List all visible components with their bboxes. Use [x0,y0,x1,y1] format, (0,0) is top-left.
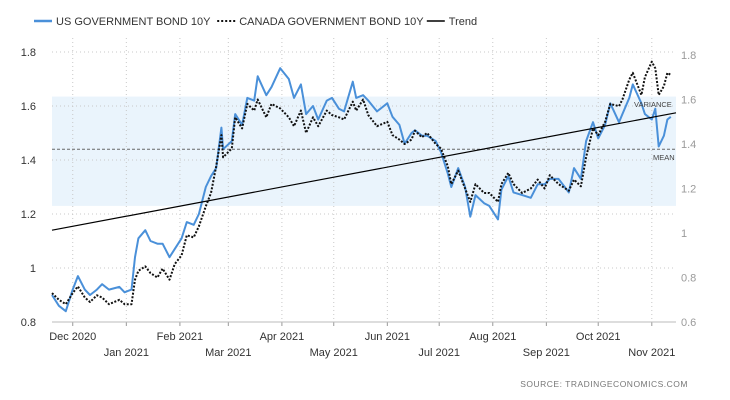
variance-band [52,96,676,206]
x-tick-label: Jul 2021 [418,347,460,359]
x-tick-label: Feb 2021 [157,331,203,343]
x-tick-label: Oct 2021 [576,331,621,343]
grid-layer [52,38,676,323]
x-tick-label: Mar 2021 [205,347,251,359]
x-tick-label: Sep 2021 [523,347,570,359]
axis-layer: 0.8 1 1.2 1.4 1.6 1.8 0.6 0.8 1 1.2 1.4 1.6 1.8 Dec 2… [21,47,697,359]
legend: US GOVERNMENT BOND 10Y CANADA GOVERNMENT … [34,16,477,28]
legend-label-0: US GOVERNMENT BOND 10Y [56,16,211,28]
x-tick-label: Aug 2021 [469,331,516,343]
x-tick-label: Jan 2021 [104,347,149,359]
y-left-tick-label: 1 [30,263,36,275]
variance-band-layer [52,96,676,206]
x-tick-label: Apr 2021 [260,331,305,343]
y-right-tick-label: 1.2 [681,184,696,196]
mean-label: MEAN [653,153,675,162]
y-right-tick-label: 1.4 [681,139,696,151]
y-right-tick-label: 0.6 [681,317,696,329]
variance-label: VARIANCE [634,100,672,109]
x-tick-label: Jun 2021 [365,331,410,343]
y-left-tick-label: 1.4 [21,155,36,167]
y-right-tick-label: 1.6 [681,95,696,107]
x-tick-label: Nov 2021 [628,347,675,359]
y-right-tick-label: 0.8 [681,273,696,285]
x-tick-label: Dec 2020 [49,331,96,343]
canada-bond-line [51,60,672,306]
y-left-tick-label: 1.8 [21,47,36,59]
trend-line [51,112,677,231]
source-credit: SOURCE: TRADINGECONOMICS.COM [520,379,688,389]
us-bond-line [51,67,672,313]
legend-label-1: CANADA GOVERNMENT BOND 10Y [239,16,424,28]
y-left-tick-label: 1.2 [21,209,36,221]
legend-label-2: Trend [449,16,477,28]
series-layer: VARIANCE MEAN [51,60,677,313]
x-tick-label: May 2021 [310,347,358,359]
y-left-tick-label: 1.6 [21,101,36,113]
y-left-tick-label: 0.8 [21,317,36,329]
y-right-tick-label: 1.8 [681,50,696,62]
y-right-tick-label: 1 [681,228,687,240]
